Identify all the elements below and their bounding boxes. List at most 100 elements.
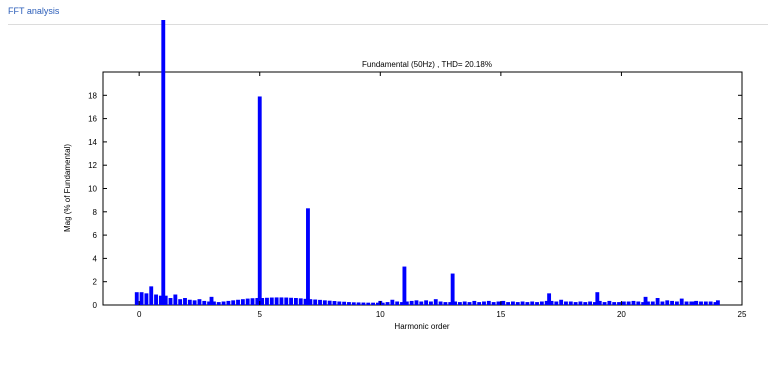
bar-harmonic-2_5 bbox=[197, 299, 202, 305]
bar-harmonic-6_9 bbox=[303, 298, 308, 305]
bar-harmonic-16_7 bbox=[539, 301, 544, 305]
bar-harmonic-11_9 bbox=[424, 300, 429, 305]
bar-harmonic-18_1 bbox=[573, 302, 578, 305]
bar-harmonic-15_7 bbox=[515, 302, 520, 305]
bar-harmonic-13_9 bbox=[472, 300, 477, 305]
bar-harmonic-23_9 bbox=[713, 302, 718, 305]
bar-harmonic-19_7 bbox=[612, 302, 617, 305]
bar-harmonic-18_5 bbox=[583, 302, 588, 305]
y-tick-label-6: 6 bbox=[93, 231, 98, 240]
bar-harmonic-15_3 bbox=[506, 302, 511, 305]
y-tick-label-4: 4 bbox=[93, 254, 98, 263]
bar-harmonic-3_1 bbox=[211, 301, 216, 305]
bar-harmonic-10_7 bbox=[395, 301, 400, 305]
y-tick-label-12: 12 bbox=[88, 161, 97, 170]
bar-harmonic-8_7 bbox=[347, 302, 351, 305]
bar-harmonic-10_5 bbox=[390, 299, 395, 305]
bar-harmonic-6_7 bbox=[298, 298, 303, 305]
bar-harmonic-12_7 bbox=[443, 302, 448, 305]
bar-harmonic-9_1 bbox=[356, 302, 361, 305]
bar-harmonic-1_9 bbox=[183, 298, 187, 305]
y-axis-label: Mag (% of Fundamental) bbox=[63, 144, 72, 232]
bar-harmonic-3 bbox=[209, 296, 214, 305]
bar-harmonic-10_1 bbox=[380, 302, 385, 305]
bar-harmonic-11_5 bbox=[414, 300, 419, 305]
bar-harmonic-15_1 bbox=[501, 300, 506, 305]
bar-harmonic-14_5 bbox=[486, 300, 491, 305]
bar-harmonic-13_5 bbox=[462, 301, 467, 305]
bar-harmonic-4_1 bbox=[236, 299, 240, 305]
bar-harmonic-3_5 bbox=[221, 301, 226, 305]
bar-harmonic-8_1 bbox=[332, 301, 337, 305]
bar-harmonic-11_3 bbox=[409, 300, 414, 305]
bar-harmonic-23_7 bbox=[708, 301, 713, 305]
bar-harmonic-14_7 bbox=[491, 302, 496, 305]
bar-harmonic-21_3 bbox=[650, 301, 655, 305]
bar-harmonic-12_9 bbox=[448, 302, 453, 305]
bar-harmonic-1_5 bbox=[173, 294, 178, 305]
bar-harmonic-7 bbox=[306, 208, 310, 305]
y-tick-label-18: 18 bbox=[88, 91, 97, 100]
bar-harmonic-22_3 bbox=[674, 301, 679, 305]
bar-harmonic-5_3 bbox=[265, 297, 269, 305]
bar-harmonic-21_9 bbox=[665, 300, 670, 305]
bar-harmonic-0_7 bbox=[154, 294, 158, 305]
bar-harmonic-8_5 bbox=[342, 301, 347, 305]
bar-harmonic-13_3 bbox=[457, 302, 462, 305]
bar-harmonic-18_3 bbox=[578, 301, 583, 305]
bar-harmonic-1 bbox=[161, 20, 166, 305]
bar-harmonic-19 bbox=[595, 292, 600, 305]
bar-harmonic-11 bbox=[402, 266, 407, 305]
bar-harmonic-4_3 bbox=[240, 299, 245, 305]
bar-harmonic-10_9 bbox=[400, 302, 404, 305]
bar-harmonic-13 bbox=[450, 273, 455, 305]
bar-harmonic-17_9 bbox=[568, 301, 573, 305]
bar-harmonic-8_3 bbox=[337, 301, 342, 305]
bar-harmonic-20_7 bbox=[636, 301, 641, 305]
x-tick-label-15: 15 bbox=[496, 310, 505, 319]
bar-harmonic-21_7 bbox=[660, 301, 665, 305]
bar-harmonic-17_3 bbox=[554, 301, 559, 305]
bar-harmonic-21_1 bbox=[646, 301, 650, 305]
x-tick-label-0: 0 bbox=[137, 310, 142, 319]
bar-harmonic-5_9 bbox=[279, 297, 284, 305]
bar-harmonic-15_5 bbox=[511, 301, 515, 305]
bar-harmonic-m0_1 bbox=[134, 292, 139, 305]
bar-harmonic-23_5 bbox=[703, 301, 708, 305]
y-tick-label-16: 16 bbox=[88, 115, 97, 124]
x-axis-label: Harmonic order bbox=[394, 322, 449, 331]
bar-harmonic-6_3 bbox=[289, 297, 294, 305]
bar-harmonic-19_5 bbox=[607, 300, 612, 305]
bar-harmonic-16_3 bbox=[530, 301, 535, 305]
bar-harmonic-18_9 bbox=[592, 302, 597, 305]
bar-harmonic-1_1 bbox=[163, 295, 168, 305]
bar-harmonic-20_1 bbox=[621, 301, 626, 305]
bar-harmonic-9_3 bbox=[361, 302, 366, 305]
y-tick-label-2: 2 bbox=[93, 278, 98, 287]
bar-harmonic-21_5 bbox=[655, 298, 660, 305]
bar-harmonic-19_9 bbox=[617, 302, 621, 305]
bar-harmonic-14_3 bbox=[482, 301, 486, 305]
bar-harmonic-20_3 bbox=[626, 301, 631, 305]
bar-harmonic-20_5 bbox=[631, 300, 636, 305]
bar-harmonic-6_5 bbox=[293, 298, 298, 305]
bar-harmonic-5 bbox=[257, 96, 262, 305]
bar-harmonic-13_7 bbox=[467, 302, 472, 305]
bar-harmonic-12_3 bbox=[433, 299, 438, 305]
bar-series bbox=[134, 20, 720, 305]
bar-harmonic-7_1 bbox=[308, 299, 313, 305]
bar-harmonic-24 bbox=[715, 300, 720, 305]
bar-harmonic-17_5 bbox=[559, 299, 564, 305]
bar-harmonic-23 bbox=[691, 301, 696, 305]
panel-divider bbox=[8, 24, 768, 25]
bar-harmonic-23_1 bbox=[694, 300, 699, 305]
bar-harmonic-14_1 bbox=[477, 302, 482, 305]
bar-harmonic-1_3 bbox=[168, 298, 173, 305]
bar-harmonic-12_1 bbox=[429, 301, 433, 305]
bar-harmonic-2_7 bbox=[202, 300, 207, 305]
bar-harmonic-22_7 bbox=[684, 301, 689, 305]
y-tick-label-8: 8 bbox=[93, 208, 98, 217]
panel-title: FFT analysis bbox=[8, 6, 60, 16]
bar-harmonic-2_3 bbox=[192, 300, 197, 305]
